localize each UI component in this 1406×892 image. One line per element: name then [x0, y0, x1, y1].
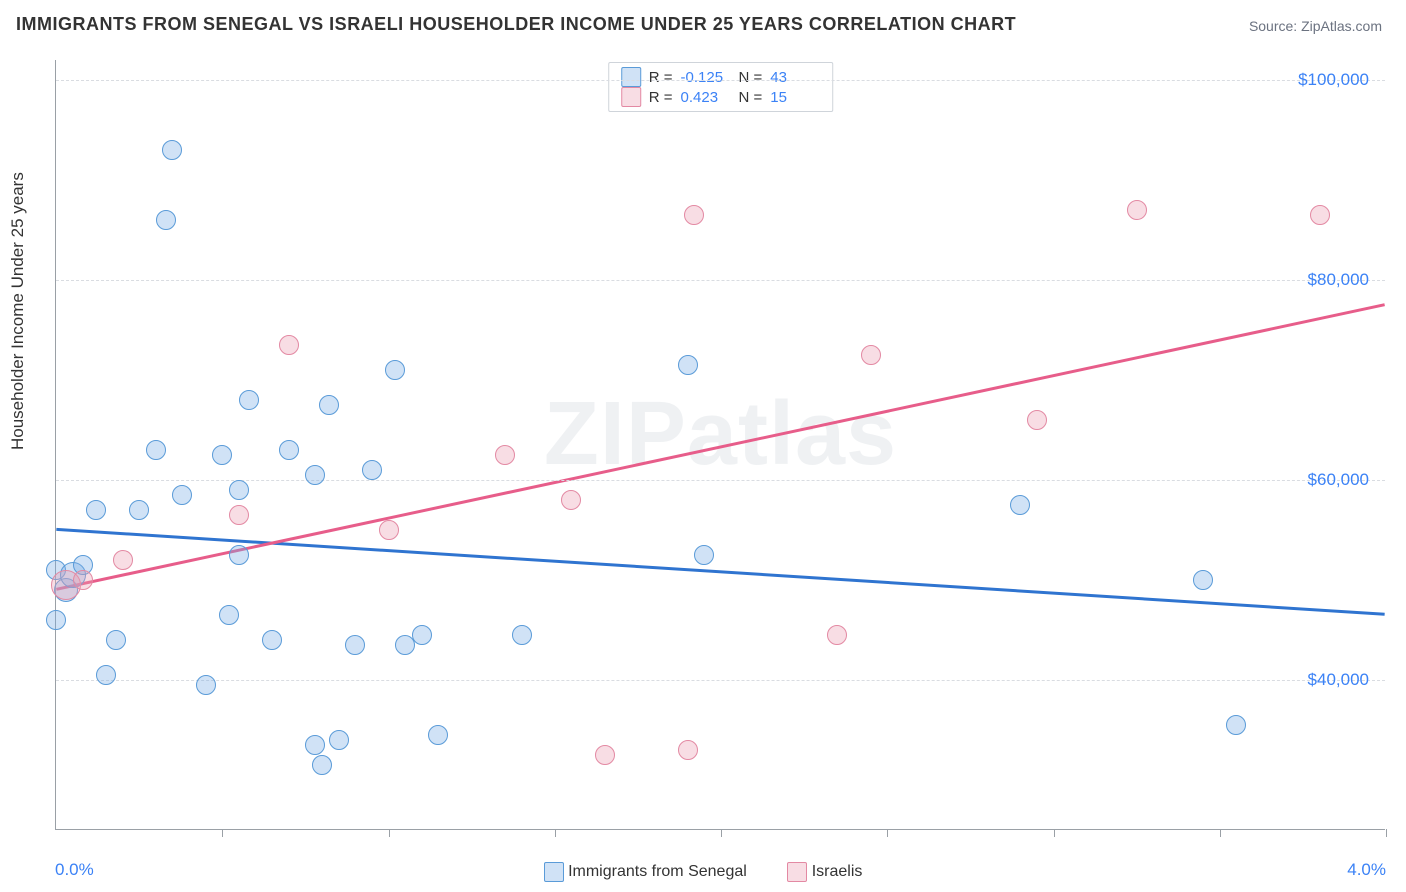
data-point-senegal — [129, 500, 149, 520]
data-point-israelis — [113, 550, 133, 570]
x-tick — [555, 829, 556, 837]
watermark-text: ZIPatlas — [544, 383, 897, 486]
y-tick-label: $60,000 — [1308, 470, 1369, 490]
data-point-senegal — [1193, 570, 1213, 590]
n-value-senegal: 43 — [770, 69, 820, 86]
x-tick — [222, 829, 223, 837]
data-point-israelis — [229, 505, 249, 525]
data-point-israelis — [1027, 410, 1047, 430]
plot-area: ZIPatlas R = -0.125 N = 43 R = 0.423 N =… — [55, 60, 1385, 830]
data-point-senegal — [428, 725, 448, 745]
data-point-senegal — [329, 730, 349, 750]
data-point-senegal — [412, 625, 432, 645]
data-point-senegal — [678, 355, 698, 375]
data-point-senegal — [106, 630, 126, 650]
data-point-senegal — [362, 460, 382, 480]
data-point-israelis — [279, 335, 299, 355]
data-point-israelis — [73, 570, 93, 590]
n-label: N = — [739, 69, 763, 86]
data-point-israelis — [861, 345, 881, 365]
data-point-israelis — [827, 625, 847, 645]
trend-line-senegal — [56, 529, 1384, 614]
data-point-senegal — [319, 395, 339, 415]
chart-title: IMMIGRANTS FROM SENEGAL VS ISRAELI HOUSE… — [16, 14, 1016, 35]
x-tick — [1054, 829, 1055, 837]
data-point-senegal — [196, 675, 216, 695]
x-tick — [389, 829, 390, 837]
legend-row-israelis: R = 0.423 N = 15 — [621, 87, 821, 107]
data-point-senegal — [305, 465, 325, 485]
swatch-senegal-icon — [621, 67, 641, 87]
data-point-israelis — [379, 520, 399, 540]
legend-bottom-israelis: Israelis — [787, 863, 862, 880]
data-point-senegal — [239, 390, 259, 410]
legend-label-senegal: Immigrants from Senegal — [568, 863, 747, 880]
n-label: N = — [739, 89, 763, 106]
data-point-senegal — [172, 485, 192, 505]
data-point-senegal — [229, 545, 249, 565]
data-point-senegal — [146, 440, 166, 460]
data-point-senegal — [1010, 495, 1030, 515]
data-point-senegal — [345, 635, 365, 655]
swatch-israelis-icon — [621, 87, 641, 107]
gridline — [56, 480, 1385, 481]
trend-lines-svg — [56, 60, 1385, 829]
data-point-senegal — [156, 210, 176, 230]
legend-row-senegal: R = -0.125 N = 43 — [621, 67, 821, 87]
data-point-senegal — [229, 480, 249, 500]
data-point-senegal — [46, 610, 66, 630]
gridline — [56, 80, 1385, 81]
legend-bottom-senegal: Immigrants from Senegal — [544, 863, 752, 880]
data-point-senegal — [385, 360, 405, 380]
data-point-senegal — [212, 445, 232, 465]
r-value-senegal: -0.125 — [681, 69, 731, 86]
y-axis-label: Householder Income Under 25 years — [8, 172, 28, 450]
data-point-israelis — [1127, 200, 1147, 220]
data-point-israelis — [561, 490, 581, 510]
data-point-senegal — [262, 630, 282, 650]
legend-label-israelis: Israelis — [812, 863, 863, 880]
data-point-senegal — [1226, 715, 1246, 735]
data-point-senegal — [96, 665, 116, 685]
source-label: Source: ZipAtlas.com — [1249, 18, 1382, 34]
x-tick — [887, 829, 888, 837]
swatch-israelis-icon — [787, 862, 807, 882]
gridline — [56, 280, 1385, 281]
trend-line-israelis — [56, 305, 1384, 590]
legend-bottom: Immigrants from Senegal Israelis — [0, 862, 1406, 882]
data-point-senegal — [219, 605, 239, 625]
r-label: R = — [649, 89, 673, 106]
data-point-israelis — [684, 205, 704, 225]
x-tick — [721, 829, 722, 837]
data-point-israelis — [1310, 205, 1330, 225]
data-point-senegal — [162, 140, 182, 160]
x-tick — [1386, 829, 1387, 837]
y-tick-label: $100,000 — [1298, 70, 1369, 90]
data-point-israelis — [595, 745, 615, 765]
data-point-senegal — [694, 545, 714, 565]
data-point-senegal — [86, 500, 106, 520]
y-tick-label: $80,000 — [1308, 270, 1369, 290]
data-point-israelis — [495, 445, 515, 465]
legend-correlation-box: R = -0.125 N = 43 R = 0.423 N = 15 — [608, 62, 834, 112]
n-value-israelis: 15 — [770, 89, 820, 106]
data-point-senegal — [312, 755, 332, 775]
x-tick — [1220, 829, 1221, 837]
gridline — [56, 680, 1385, 681]
swatch-senegal-icon — [544, 862, 564, 882]
y-tick-label: $40,000 — [1308, 670, 1369, 690]
r-value-israelis: 0.423 — [681, 89, 731, 106]
r-label: R = — [649, 69, 673, 86]
data-point-israelis — [678, 740, 698, 760]
data-point-senegal — [512, 625, 532, 645]
data-point-senegal — [279, 440, 299, 460]
data-point-senegal — [305, 735, 325, 755]
